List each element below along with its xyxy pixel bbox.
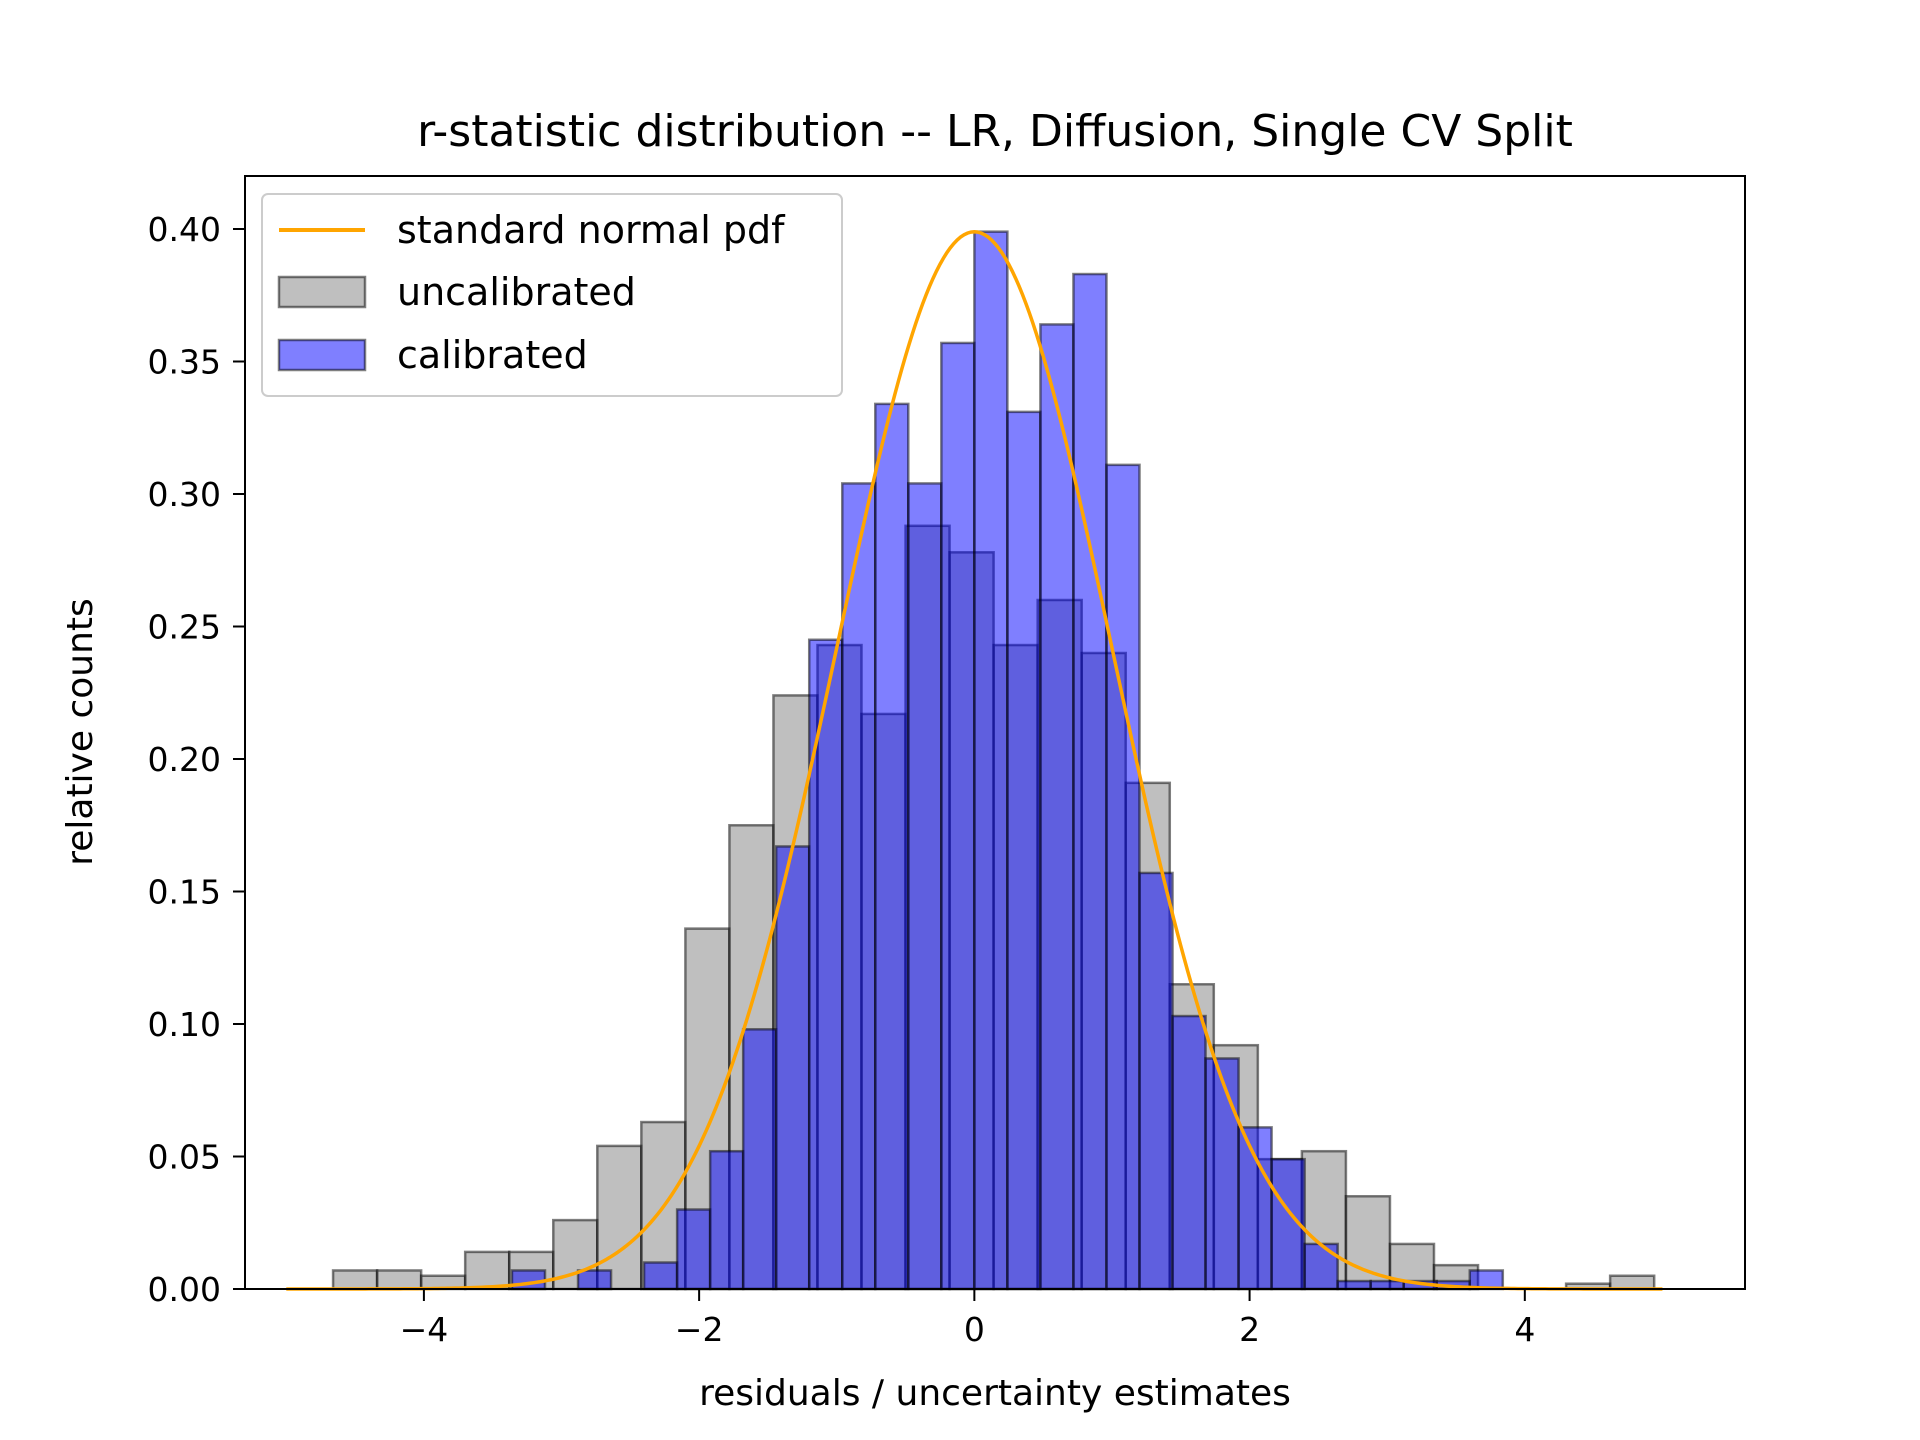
calibrated-bar-23 [1336,1279,1372,1291]
calibrated-bar-11 [940,341,976,1291]
uncalibrated-bar-6 [596,1144,643,1291]
uncalibrated-bar-0 [331,1269,379,1291]
legend-label-standard-normal-pdf: standard normal pdf [397,208,786,252]
y-tick-label-2: 0.10 [148,1005,221,1044]
calibrated-bar-16 [1105,463,1141,1291]
legend-label-uncalibrated: uncalibrated [397,270,636,314]
legend-swatch-uncalibrated [277,275,367,309]
calibrated-bar-24 [1369,1279,1405,1291]
x-tick-label-0: −4 [400,1310,449,1349]
x-tick-label-1: −2 [675,1310,724,1349]
x-axis-label: residuals / uncertainty estimates [699,1373,1291,1414]
calibrated-bar-6 [774,845,811,1291]
y-tick-label-3: 0.15 [148,873,221,912]
calibrated-bar-17 [1138,871,1174,1291]
calibrated-bar-2 [642,1261,679,1291]
calibrated-bar-12 [973,230,1009,1291]
y-tick-label-6: 0.30 [148,475,221,514]
calibrated-bar-13 [1006,410,1042,1291]
legend-swatch-calibrated [277,338,367,372]
x-tick-label-3: 2 [1239,1310,1260,1349]
y-tick-label-5: 0.25 [148,608,221,647]
uncalibrated-bar-29 [1608,1274,1656,1291]
calibrated-bars [510,230,1505,1291]
x-tick-label-2: 0 [964,1310,985,1349]
calibrated-bar-18 [1171,1014,1207,1291]
uncalibrated-bar-1 [375,1269,423,1291]
calibrated-bar-9 [874,402,910,1291]
legend: standard normal pdf uncalibrated calibra… [261,193,843,397]
legend-label-calibrated: calibrated [397,333,588,377]
plot-frame [244,175,1746,1290]
calibrated-bar-22 [1303,1242,1339,1291]
y-tick-label-0: 0.00 [148,1270,221,1309]
calibrated-bar-4 [708,1149,745,1291]
calibrated-bar-1 [576,1269,613,1291]
calibrated-bar-14 [1039,323,1075,1291]
calibrated-bar-7 [807,638,844,1291]
y-tick-label-1: 0.05 [148,1138,221,1177]
y-axis-ticks: 0.00 0.05 0.10 0.15 0.20 0.25 0.30 0.35 0.40 [148,210,245,1309]
calibrated-bar-20 [1237,1126,1273,1291]
y-axis-label: relative counts [60,598,101,866]
x-axis-ticks: −4 −2 0 2 4 [400,1289,1535,1349]
x-tick-label-4: 4 [1514,1310,1535,1349]
y-tick-label-8: 0.40 [148,210,221,249]
chart-title: r-statistic distribution -- LR, Diffusio… [417,106,1573,157]
legend-box [261,193,843,397]
y-tick-label-4: 0.20 [148,740,221,779]
calibrated-bar-5 [741,1028,778,1291]
calibrated-bar-15 [1072,272,1108,1291]
standard-normal-pdf-line [286,230,1663,1291]
calibrated-bar-3 [675,1208,712,1291]
uncalibrated-bar-3 [463,1250,511,1291]
y-tick-label-7: 0.35 [148,343,221,382]
calibrated-bar-19 [1204,1057,1240,1291]
calibrated-bar-10 [907,482,943,1291]
